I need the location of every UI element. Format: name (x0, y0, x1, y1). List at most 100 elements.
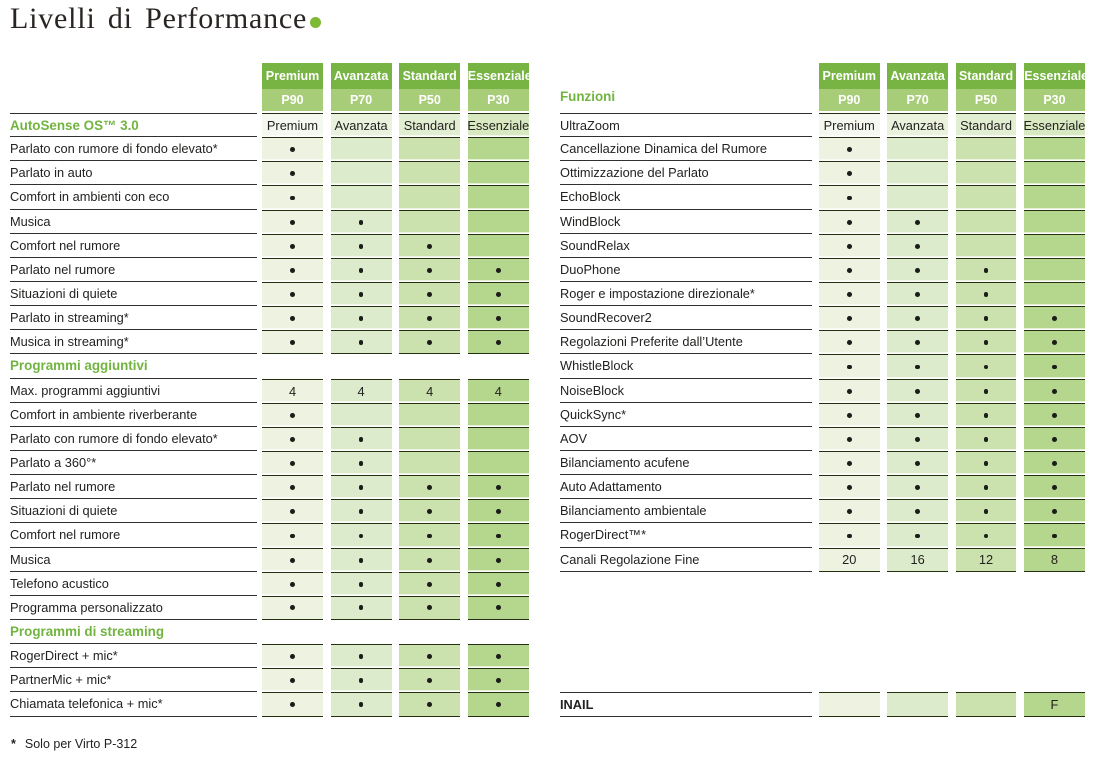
included-dot-icon (1052, 533, 1057, 539)
included-dot-icon (427, 605, 433, 611)
level-code: P70 (887, 88, 948, 111)
level-header: Premium P90 (262, 63, 323, 111)
feature-cell (330, 450, 392, 476)
feature-cell (819, 692, 880, 717)
included-dot-icon (915, 219, 921, 225)
included-dot-icon (983, 364, 989, 370)
feature-cell (1024, 185, 1085, 210)
feature-cell (330, 137, 392, 162)
feature-cell (819, 354, 880, 379)
included-dot-icon (427, 316, 433, 322)
feature-cell (262, 644, 323, 669)
feature-cell (467, 137, 529, 162)
included-dot-icon (427, 339, 433, 345)
feature-label: Parlato in streaming* (10, 306, 257, 331)
included-dot-icon (983, 533, 989, 539)
feature-cell (955, 523, 1017, 548)
feature-cell (887, 499, 948, 524)
table-row: Ottimizzazione del Parlato (560, 161, 1090, 186)
feature-cell (955, 306, 1017, 331)
feature-label: Parlato a 360°* (10, 451, 257, 476)
feature-cell (819, 233, 880, 258)
included-dot-icon (427, 268, 433, 273)
feature-cell (467, 692, 529, 717)
table-row: UltraZoom Premium Avanzata Standard Essenzia… (560, 113, 1090, 138)
feature-cell (887, 306, 948, 331)
included-dot-icon (495, 292, 501, 297)
included-dot-icon (495, 581, 501, 587)
feature-cell (399, 402, 461, 427)
feature-cell (887, 281, 948, 307)
feature-cell (330, 330, 392, 355)
included-dot-icon (495, 702, 501, 707)
feature-cell (887, 209, 948, 234)
table-row: INAIL F (560, 692, 1090, 717)
included-dot-icon (846, 243, 852, 249)
feature-label: Parlato nel rumore (10, 475, 257, 500)
feature-label: Ottimizzazione del Parlato (560, 161, 812, 186)
included-dot-icon (846, 364, 852, 370)
feature-cell (399, 281, 461, 307)
feature-cell (467, 185, 529, 210)
included-dot-icon (290, 412, 295, 418)
feature-cell (887, 257, 948, 282)
feature-cell (1024, 161, 1085, 186)
feature-cell (467, 475, 529, 500)
feature-cell (467, 426, 529, 451)
feature-cell (262, 475, 323, 500)
feature-cell (955, 378, 1017, 403)
section-label-funzioni: Funzioni (560, 89, 616, 104)
included-dot-icon (983, 388, 989, 394)
feature-cell (819, 426, 880, 451)
feature-cell (330, 257, 392, 282)
included-dot-icon (915, 437, 921, 442)
feature-cell (467, 306, 529, 331)
feature-cell: 4 (262, 378, 323, 403)
included-dot-icon (290, 509, 295, 515)
feature-label: UltraZoom (560, 113, 812, 138)
feature-label: Telefono acustico (10, 572, 257, 596)
included-dot-icon (290, 581, 295, 587)
table-row: Canali Regolazione Fine 20 16 12 8 (560, 547, 1090, 572)
included-dot-icon (427, 243, 433, 249)
included-dot-icon (915, 461, 921, 466)
feature-cell: Standard (955, 113, 1017, 138)
included-dot-icon (290, 678, 295, 684)
feature-label: Parlato in auto (10, 161, 257, 186)
feature-cell (262, 426, 323, 451)
included-dot-icon (915, 388, 921, 394)
feature-cell (262, 330, 323, 355)
feature-cell (399, 330, 461, 355)
feature-label: Regolazioni Preferite dall’Utente (560, 330, 812, 355)
feature-cell (467, 402, 529, 427)
feature-cell (955, 475, 1017, 500)
feature-cell (955, 499, 1017, 524)
included-dot-icon (1052, 364, 1057, 370)
included-dot-icon (846, 268, 852, 273)
feature-cell (330, 523, 392, 548)
section-label: Programmi di streaming (10, 620, 257, 645)
table-rows: UltraZoom Premium Avanzata Standard Essenzia… (560, 113, 1090, 717)
feature-cell (1024, 450, 1085, 476)
feature-cell (887, 185, 948, 210)
feature-cell: Premium (819, 113, 880, 138)
included-dot-icon (427, 485, 433, 491)
included-dot-icon (495, 485, 501, 491)
included-dot-icon (983, 412, 989, 418)
table-row: Auto Adattamento (560, 475, 1090, 500)
feature-cell (467, 571, 529, 596)
feature-cell: 12 (955, 547, 1017, 572)
feature-cell (399, 137, 461, 162)
feature-label: Programma personalizzato (10, 596, 257, 620)
included-dot-icon (846, 195, 852, 201)
included-dot-icon (915, 316, 921, 322)
included-dot-icon (290, 195, 295, 201)
table-row: Musica in streaming* (10, 330, 532, 355)
table-row: Situazioni di quiete (10, 281, 532, 307)
included-dot-icon (846, 533, 852, 539)
feature-label: PartnerMic + mic* (10, 668, 257, 693)
table-row: Parlato in streaming* (10, 306, 532, 331)
feature-label: EchoBlock (560, 185, 812, 210)
included-dot-icon (358, 485, 364, 491)
included-dot-icon (358, 702, 364, 707)
